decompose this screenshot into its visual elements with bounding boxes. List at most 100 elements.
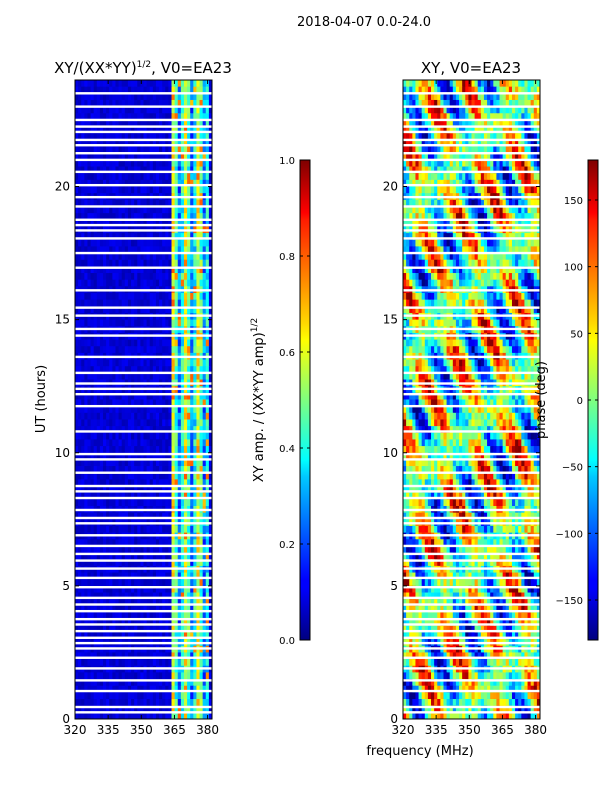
heatmap-cell	[118, 219, 123, 228]
heatmap-cell	[155, 652, 160, 660]
heatmap-cell	[180, 486, 185, 494]
heatmap-cell	[177, 259, 182, 267]
heatmap-cell	[118, 459, 123, 467]
heatmap-cell	[205, 585, 210, 594]
heatmap-cell	[124, 366, 129, 374]
heatmap-cell	[99, 319, 104, 327]
heatmap-cell	[103, 119, 107, 128]
heatmap-cell	[99, 339, 104, 347]
heatmap-cell	[199, 139, 204, 148]
heatmap-cell	[96, 466, 101, 474]
heatmap-cell	[155, 625, 160, 634]
heatmap-cell	[406, 119, 410, 128]
heatmap-cell	[124, 439, 129, 447]
heatmap-cell	[208, 106, 212, 114]
heatmap-cell	[96, 99, 101, 108]
flagged-time-line	[75, 251, 212, 255]
heatmap-cell	[115, 406, 120, 414]
heatmap-cell	[96, 399, 101, 407]
heatmap-cell	[202, 346, 207, 354]
heatmap-cell	[131, 253, 135, 261]
heatmap-cell	[112, 273, 117, 281]
heatmap-cell	[155, 426, 160, 434]
heatmap-cell	[502, 159, 507, 168]
heatmap-cell	[146, 599, 151, 607]
heatmap-cell	[409, 166, 413, 174]
heatmap-cell	[496, 99, 501, 108]
heatmap-cell	[149, 86, 154, 94]
heatmap-cell	[75, 525, 79, 534]
heatmap-cell	[146, 253, 151, 261]
heatmap-cell	[159, 512, 163, 520]
heatmap-cell	[187, 459, 191, 467]
heatmap-cell	[96, 412, 101, 421]
heatmap-cell	[165, 219, 170, 228]
heatmap-cell	[208, 545, 212, 554]
heatmap-cell	[84, 712, 89, 719]
heatmap-cell	[187, 559, 191, 567]
heatmap-cell	[174, 186, 179, 194]
heatmap-cell	[533, 133, 538, 141]
heatmap-cell	[75, 499, 79, 507]
heatmap-cell	[152, 306, 157, 314]
heatmap-cell	[134, 692, 138, 700]
heatmap-cell	[106, 412, 110, 421]
heatmap-cell	[208, 459, 212, 467]
heatmap-cell	[109, 672, 113, 680]
heatmap-cell	[140, 233, 145, 241]
heatmap-cell	[143, 446, 148, 454]
heatmap-cell	[96, 279, 101, 287]
heatmap-cell	[140, 246, 145, 254]
heatmap-cell	[159, 439, 163, 447]
heatmap-cell	[81, 233, 85, 241]
heatmap-cell	[121, 179, 126, 188]
heatmap-cell	[81, 80, 85, 88]
heatmap-cell	[202, 146, 207, 154]
heatmap-cell	[143, 199, 148, 208]
heatmap-cell	[121, 372, 126, 381]
heatmap-cell	[87, 106, 92, 114]
heatmap-cell	[143, 452, 148, 461]
heatmap-cell	[424, 146, 429, 154]
heatmap-cell	[196, 619, 201, 627]
heatmap-cell	[146, 392, 151, 401]
heatmap-cell	[155, 705, 160, 713]
heatmap-cell	[171, 346, 176, 354]
heatmap-cell	[196, 679, 201, 687]
heatmap-cell	[505, 113, 510, 121]
heatmap-cell	[140, 319, 145, 327]
heatmap-cell	[81, 239, 85, 248]
heatmap-cell	[90, 545, 95, 554]
heatmap-cell	[137, 299, 141, 307]
heatmap-cell	[118, 512, 123, 520]
heatmap-cell	[112, 685, 117, 693]
heatmap-cell	[84, 446, 89, 454]
heatmap-cell	[168, 539, 173, 547]
heatmap-cell	[121, 306, 126, 314]
heatmap-cell	[87, 712, 92, 719]
heatmap-cell	[78, 619, 82, 627]
heatmap-cell	[96, 346, 101, 354]
heatmap-cell	[434, 139, 438, 148]
heatmap-cell	[118, 233, 123, 241]
heatmap-cell	[103, 366, 107, 374]
heatmap-cell	[127, 279, 132, 287]
heatmap-cell	[121, 545, 126, 554]
heatmap-cell	[468, 86, 473, 94]
heatmap-cell	[96, 299, 101, 307]
heatmap-cell	[103, 619, 107, 627]
heatmap-cell	[143, 439, 148, 447]
heatmap-cell	[174, 159, 179, 168]
heatmap-cell	[152, 539, 157, 547]
heatmap-cell	[155, 166, 160, 174]
heatmap-cell	[202, 599, 207, 607]
heatmap-cell	[112, 619, 117, 627]
heatmap-cell	[103, 672, 107, 680]
heatmap-cell	[152, 439, 157, 447]
heatmap-cell	[84, 512, 89, 520]
flagged-time-line	[75, 496, 212, 500]
heatmap-cell	[202, 266, 207, 274]
heatmap-cell	[515, 146, 519, 154]
heatmap-cell	[143, 585, 148, 594]
heatmap-cell	[137, 273, 141, 281]
